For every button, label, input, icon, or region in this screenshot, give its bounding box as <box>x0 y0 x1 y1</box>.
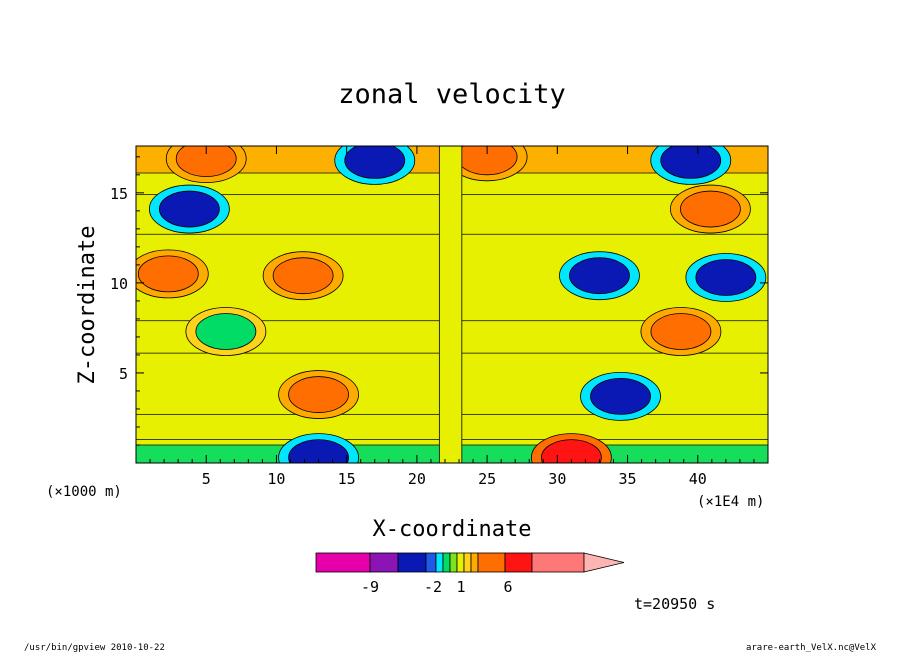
velocity-field <box>136 146 768 463</box>
x-unit-label: (×1000 m) <box>46 484 122 500</box>
plot-area <box>136 146 768 463</box>
field-feature-core-0 <box>175 146 237 178</box>
colorbar-cell <box>442 552 451 573</box>
colorbar-tick-label: -9 <box>361 578 379 596</box>
y-axis-label: Z-coordinate <box>75 226 100 385</box>
x-tick-label: 10 <box>267 470 285 488</box>
field-feature-core-8 <box>569 257 630 295</box>
x-tick-label: 30 <box>548 470 566 488</box>
footer-left: /usr/bin/gpview 2010-10-22 <box>24 643 165 653</box>
y-tick-label: 5 <box>119 365 128 383</box>
colorbar-cell <box>449 552 458 573</box>
x-axis-label: X-coordinate <box>373 517 532 542</box>
field-feature-core-13 <box>288 376 349 413</box>
field-feature-core-6 <box>137 255 199 293</box>
x-tick-label: 40 <box>689 470 707 488</box>
colorbar-cell <box>531 552 585 573</box>
field-feature-core-11 <box>650 313 712 350</box>
field-feature-core-2 <box>344 146 406 179</box>
colorbar-cell <box>425 552 437 573</box>
colorbar-cell <box>463 552 472 573</box>
colorbar-cell <box>369 552 399 573</box>
field-feature-core-10 <box>195 313 257 350</box>
field-feature-core-1 <box>456 146 518 176</box>
x-tick-label: 5 <box>202 470 211 488</box>
field-center-column <box>438 146 463 463</box>
y-tick-label: 10 <box>110 275 128 293</box>
time-label: t=20950 s <box>634 595 715 613</box>
field-feature-core-14 <box>288 439 349 463</box>
footer-right: arare-earth_VelX.nc@VelX <box>746 643 877 653</box>
x-tick-label: 20 <box>408 470 426 488</box>
colorbar: -9 -2 1 6 <box>315 552 625 596</box>
colorbar-tick-label: 1 <box>456 578 465 596</box>
field-feature-core-5 <box>680 190 741 228</box>
x-tick-label: 25 <box>478 470 496 488</box>
field-feature-core-4 <box>158 190 220 228</box>
field-feature-core-12 <box>590 377 651 415</box>
x-axis: 5 10 15 20 25 30 35 40 <box>149 146 755 488</box>
colorbar-cell <box>477 552 506 573</box>
colorbar-cell <box>315 552 371 573</box>
colorbar-overflow-arrow <box>583 552 625 573</box>
y-axis: 5 10 15 <box>110 156 768 446</box>
field-feature-core-7 <box>272 257 334 295</box>
plot-frame <box>135 145 769 464</box>
field-feature-core-15 <box>540 439 602 463</box>
chart-title: zonal velocity <box>338 79 566 110</box>
x-tick-label: 35 <box>619 470 637 488</box>
colorbar-tick-label: -2 <box>424 578 442 596</box>
x-unit-label-right: (×1E4 m) <box>697 494 764 510</box>
colorbar-cell <box>397 552 427 573</box>
colorbar-cell <box>456 552 465 573</box>
colorbar-cell <box>435 552 444 573</box>
field-feature-core-9 <box>695 259 757 296</box>
field-feature-core-3 <box>660 146 722 179</box>
colorbar-cell <box>504 552 533 573</box>
colorbar-cell <box>470 552 479 573</box>
y-tick-label: 15 <box>110 185 128 203</box>
x-tick-label: 15 <box>338 470 356 488</box>
colorbar-tick-label: 6 <box>503 578 512 596</box>
